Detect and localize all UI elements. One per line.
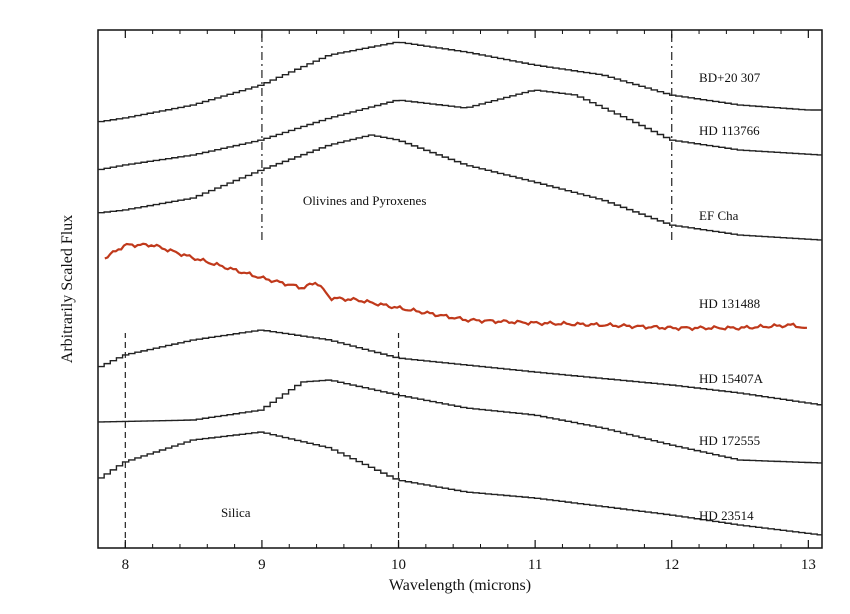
series-line-3 [104,242,808,332]
x-tick-label-10: 10 [391,557,406,573]
y-axis-label: Arbitrarily Scaled Flux [59,215,76,363]
annotation-1: Silica [221,505,251,520]
x-tick-label-8: 8 [122,557,130,573]
series-line-1 [98,89,822,171]
x-tick-label-9: 9 [258,557,266,573]
series-label-1: HD 113766 [699,123,760,138]
plot-frame [97,29,823,549]
series-label-2: EF Cha [699,208,739,223]
series-label-6: HD 23514 [699,508,754,523]
series-line-2 [98,134,822,241]
annotation-0: Olivines and Pyroxenes [303,193,426,208]
x-tick-label-13: 13 [801,557,816,573]
x-tick-label-12: 12 [664,557,679,573]
series-line-4 [98,329,822,406]
series-line-5 [98,379,822,464]
series-label-4: HD 15407A [699,371,764,386]
series-line-6 [98,431,822,536]
series-label-0: BD+20 307 [699,70,761,85]
series-line-0 [98,41,822,123]
x-axis-label: Wavelength (microns) [389,577,531,594]
x-tick-label-11: 11 [528,557,542,573]
series-label-3: HD 131488 [699,296,760,311]
series-label-5: HD 172555 [699,433,760,448]
